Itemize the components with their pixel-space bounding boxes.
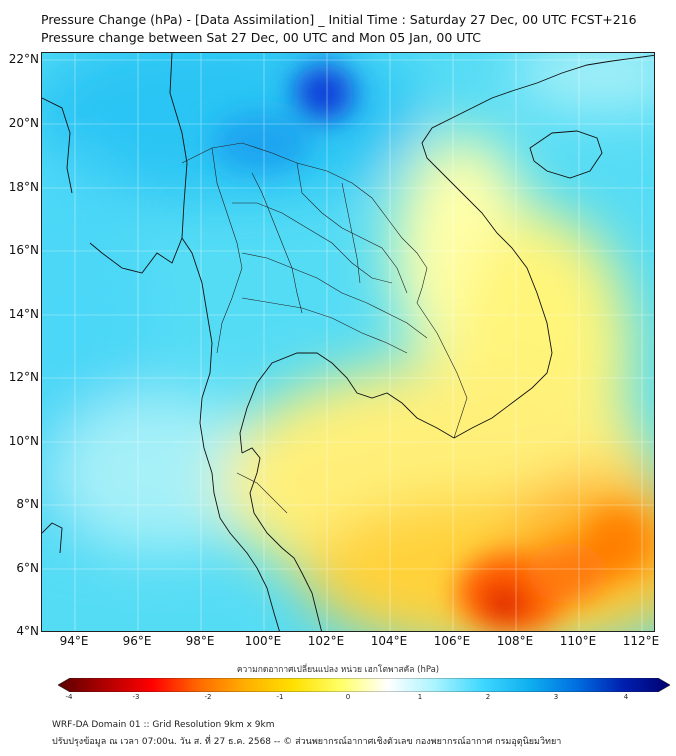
lon-label-106e: 106°E [433, 634, 471, 648]
lon-label-96e: 96°E [122, 634, 152, 648]
lon-label-94e: 94°E [59, 634, 89, 648]
colorbar-tick-4: 4 [623, 693, 629, 701]
colorbar-tick-neg4: -4 [65, 693, 73, 701]
lon-label-100e: 100°E [244, 634, 282, 648]
colorbar-tick-1: 1 [417, 693, 423, 701]
lat-label-4n: 4°N [16, 624, 39, 638]
colorbar-tick-neg1: -1 [276, 693, 284, 701]
lat-label-22n: 22°N [8, 52, 39, 66]
colorbar-gradient [58, 678, 670, 692]
lon-label-110e: 110°E [559, 634, 597, 648]
chart-subtitle: Pressure change between Sat 27 Dec, 00 U… [41, 30, 482, 45]
graticule [42, 53, 654, 631]
lat-label-8n: 8°N [16, 497, 39, 511]
lon-label-108e: 108°E [496, 634, 534, 648]
borders [181, 142, 468, 514]
footer-credit: ปรับปรุงข้อมูล ณ เวลา 07:00น. วัน ส. ที่… [52, 737, 562, 747]
colorbar-tick-neg2: -2 [204, 693, 212, 701]
lat-label-20n: 20°N [8, 116, 39, 130]
lon-label-102e: 102°E [307, 634, 345, 648]
lon-label-98e: 98°E [185, 634, 215, 648]
lat-label-6n: 6°N [16, 561, 39, 575]
colorbar-title: ความกดอากาศเปลี่ยนแปลง หน่วย เฮกโตพาสคัล… [236, 665, 440, 675]
colorbar [58, 678, 670, 692]
colorbar-tick-2: 2 [485, 693, 491, 701]
pressure-change-map[interactable] [41, 52, 655, 632]
lat-label-18n: 18°N [8, 180, 39, 194]
lat-label-14n: 14°N [8, 307, 39, 321]
pressure-extrema [212, 65, 652, 631]
footer-resolution: WRF-DA Domain 01 :: Grid Resolution 9km … [52, 720, 275, 730]
colorbar-tick-0: 0 [345, 693, 351, 701]
lon-label-112e: 112°E [622, 634, 660, 648]
chart-title: Pressure Change (hPa) - [Data Assimilati… [41, 12, 637, 27]
lat-label-12n: 12°N [8, 370, 39, 384]
lat-label-16n: 16°N [8, 243, 39, 257]
coastlines [42, 53, 654, 631]
map-svg [42, 53, 654, 631]
lat-label-10n: 10°N [8, 434, 39, 448]
colorbar-tick-neg3: -3 [132, 693, 140, 701]
colorbar-tick-3: 3 [553, 693, 559, 701]
lon-label-104e: 104°E [370, 634, 408, 648]
